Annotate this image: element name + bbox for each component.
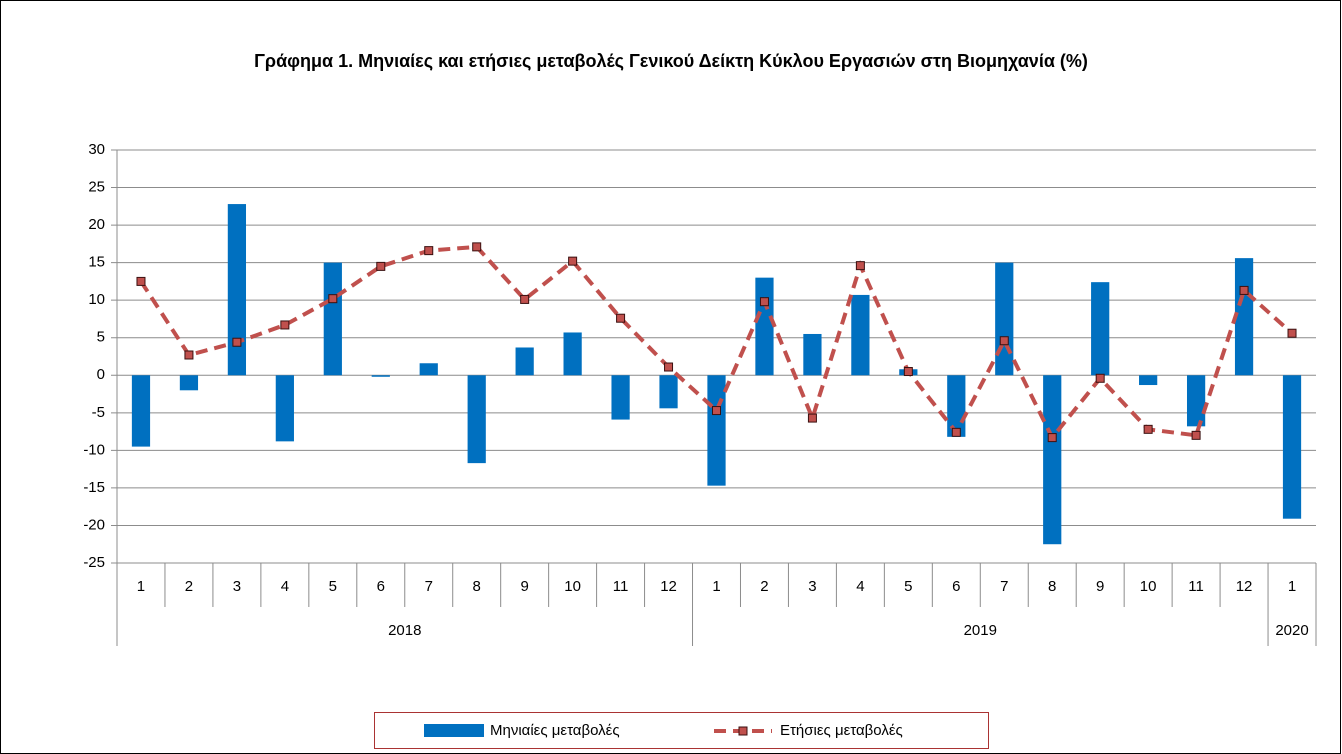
line-marker bbox=[520, 294, 530, 304]
y-tick-label: -10 bbox=[83, 441, 105, 458]
group-label: 2018 bbox=[388, 622, 421, 639]
line-marker bbox=[616, 313, 626, 323]
line-marker bbox=[328, 294, 338, 304]
bar bbox=[611, 375, 630, 420]
x-tick-label: 12 bbox=[1236, 578, 1253, 595]
legend-label: Μηνιαίες μεταβολές bbox=[490, 722, 620, 739]
x-tick-label: 8 bbox=[1048, 578, 1056, 595]
x-tick-label: 5 bbox=[904, 578, 912, 595]
bar bbox=[467, 375, 486, 464]
y-tick-label: 25 bbox=[88, 179, 105, 196]
y-tick-label: 30 bbox=[88, 141, 105, 158]
y-tick-label: -5 bbox=[92, 404, 105, 421]
bar bbox=[1186, 375, 1206, 427]
line-marker bbox=[807, 413, 817, 423]
line-marker bbox=[280, 320, 290, 330]
x-tick-label: 6 bbox=[952, 578, 960, 595]
y-tick-label: -15 bbox=[83, 479, 105, 496]
x-tick-label: 3 bbox=[233, 578, 241, 595]
x-tick-label: 4 bbox=[281, 578, 289, 595]
legend-marker bbox=[738, 726, 748, 736]
bar bbox=[275, 375, 294, 442]
y-tick-label: 0 bbox=[97, 366, 105, 383]
x-tick-label: 3 bbox=[808, 578, 816, 595]
bar bbox=[803, 333, 822, 376]
bar bbox=[1234, 258, 1254, 376]
bar bbox=[659, 375, 678, 409]
y-tick-label: 15 bbox=[88, 254, 105, 271]
x-tick-label: 7 bbox=[1000, 578, 1008, 595]
bar bbox=[995, 262, 1014, 376]
x-tick-label: 9 bbox=[520, 578, 528, 595]
bar bbox=[1043, 375, 1062, 545]
bar bbox=[131, 375, 151, 447]
chart-title: Γράφημα 1. Μηνιαίες και ετήσιες μεταβολέ… bbox=[254, 51, 1088, 71]
line-marker bbox=[664, 362, 674, 372]
x-tick-label: 10 bbox=[564, 578, 581, 595]
line-marker bbox=[1047, 433, 1057, 443]
x-tick-label: 5 bbox=[329, 578, 337, 595]
x-tick-label: 12 bbox=[660, 578, 677, 595]
x-tick-label: 11 bbox=[613, 578, 629, 595]
bar bbox=[323, 262, 342, 376]
bar bbox=[419, 363, 438, 376]
line-marker bbox=[136, 276, 146, 286]
group-label: 2020 bbox=[1275, 622, 1308, 639]
x-tick-label: 6 bbox=[377, 578, 385, 595]
line-marker bbox=[232, 337, 242, 347]
line-marker bbox=[759, 297, 769, 307]
x-tick-label: 7 bbox=[425, 578, 433, 595]
bar bbox=[563, 332, 582, 376]
y-tick-label: -20 bbox=[83, 516, 105, 533]
line-marker bbox=[903, 367, 913, 377]
line-marker bbox=[1143, 424, 1153, 434]
line-marker bbox=[376, 261, 386, 271]
x-tick-label: 8 bbox=[473, 578, 481, 595]
line-marker bbox=[472, 242, 482, 252]
line-marker bbox=[184, 350, 194, 360]
x-tick-label: 2 bbox=[760, 578, 768, 595]
bar bbox=[515, 347, 534, 376]
x-tick-label: 9 bbox=[1096, 578, 1104, 595]
legend-swatch bbox=[424, 724, 484, 737]
bar bbox=[947, 375, 966, 437]
bar bbox=[1282, 375, 1302, 519]
line-marker bbox=[1287, 328, 1297, 338]
x-tick-label: 2 bbox=[185, 578, 193, 595]
bar bbox=[371, 375, 390, 377]
bar bbox=[851, 294, 870, 376]
line-marker bbox=[568, 256, 578, 266]
line-marker bbox=[1239, 285, 1249, 295]
line-marker bbox=[424, 246, 434, 256]
group-label: 2019 bbox=[964, 622, 997, 639]
x-tick-label: 1 bbox=[137, 578, 145, 595]
line-marker bbox=[855, 261, 865, 271]
bar bbox=[707, 375, 726, 486]
x-tick-label: 11 bbox=[1188, 578, 1204, 595]
y-tick-label: 20 bbox=[88, 216, 105, 233]
y-tick-label: -25 bbox=[83, 554, 105, 571]
bar bbox=[1139, 375, 1158, 386]
x-tick-label: 10 bbox=[1140, 578, 1157, 595]
line-marker bbox=[1191, 430, 1201, 440]
bar bbox=[1091, 282, 1110, 376]
y-tick-label: 10 bbox=[88, 291, 105, 308]
y-tick-label: 5 bbox=[97, 329, 105, 346]
bar bbox=[227, 204, 247, 376]
x-tick-label: 1 bbox=[1288, 578, 1296, 595]
line-marker bbox=[951, 427, 961, 437]
bar bbox=[179, 375, 199, 391]
line-marker bbox=[999, 336, 1009, 346]
legend-label: Ετήσιες μεταβολές bbox=[780, 722, 903, 739]
x-tick-label: 4 bbox=[856, 578, 864, 595]
x-tick-label: 1 bbox=[712, 578, 720, 595]
line-marker bbox=[712, 406, 721, 416]
line-marker bbox=[1095, 373, 1105, 383]
bar bbox=[755, 277, 774, 376]
